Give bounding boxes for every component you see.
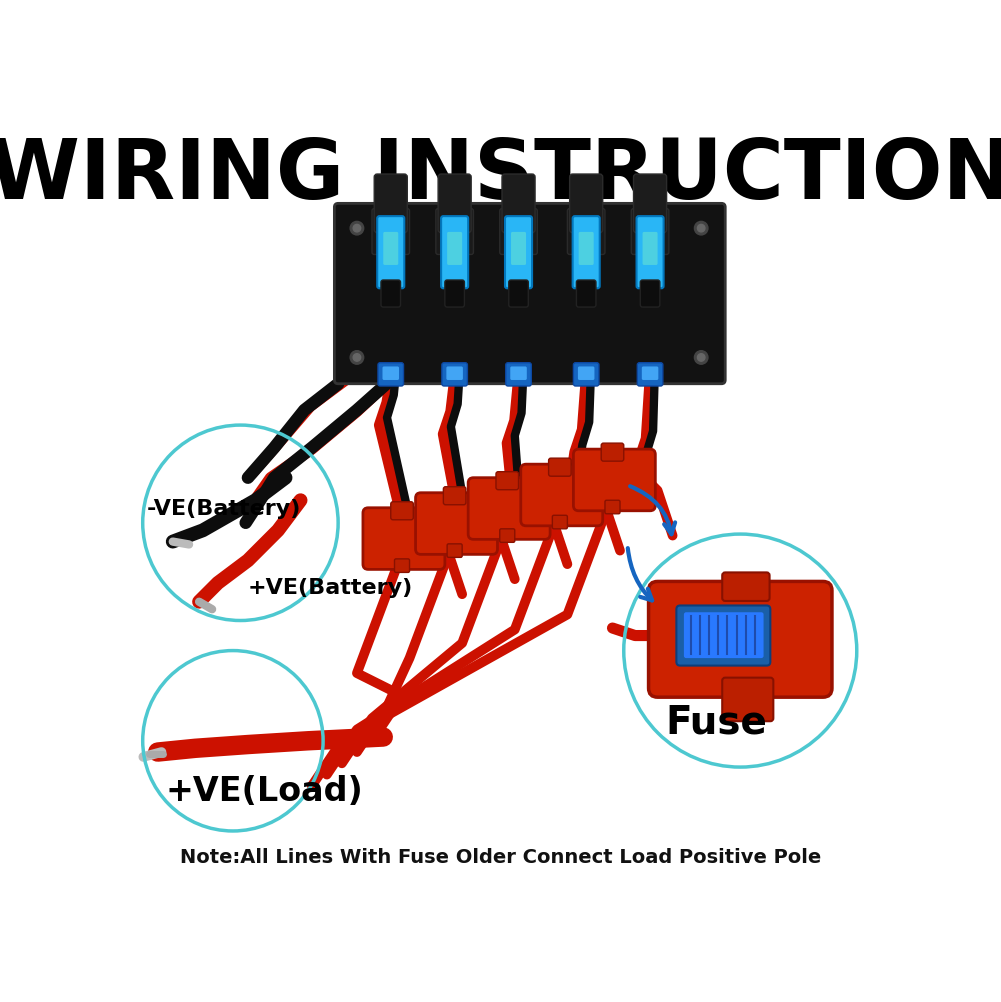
FancyBboxPatch shape	[549, 458, 572, 476]
Text: Fuse: Fuse	[665, 703, 767, 741]
FancyBboxPatch shape	[574, 363, 599, 386]
FancyBboxPatch shape	[334, 203, 726, 384]
FancyBboxPatch shape	[511, 367, 527, 380]
FancyBboxPatch shape	[553, 515, 568, 529]
FancyBboxPatch shape	[381, 280, 400, 307]
FancyBboxPatch shape	[641, 280, 660, 307]
FancyBboxPatch shape	[502, 174, 536, 232]
Text: WIRING INSTRUCTION: WIRING INSTRUCTION	[0, 135, 1001, 216]
FancyBboxPatch shape	[677, 605, 771, 665]
FancyBboxPatch shape	[642, 367, 659, 380]
FancyBboxPatch shape	[723, 677, 774, 721]
FancyBboxPatch shape	[570, 174, 603, 232]
Circle shape	[698, 224, 705, 231]
FancyBboxPatch shape	[578, 367, 595, 380]
FancyBboxPatch shape	[447, 544, 462, 557]
FancyBboxPatch shape	[444, 280, 464, 307]
FancyBboxPatch shape	[435, 208, 473, 255]
FancyBboxPatch shape	[468, 478, 551, 539]
FancyBboxPatch shape	[374, 174, 407, 232]
Text: Note:All Lines With Fuse Older Connect Load Positive Pole: Note:All Lines With Fuse Older Connect L…	[180, 848, 821, 867]
FancyBboxPatch shape	[394, 559, 409, 572]
Text: -VE(Battery): -VE(Battery)	[146, 499, 301, 519]
FancyBboxPatch shape	[579, 231, 594, 265]
FancyBboxPatch shape	[382, 367, 399, 380]
FancyBboxPatch shape	[512, 231, 527, 265]
FancyBboxPatch shape	[684, 612, 764, 658]
Circle shape	[353, 224, 360, 231]
FancyBboxPatch shape	[390, 502, 413, 520]
FancyBboxPatch shape	[632, 208, 669, 255]
FancyBboxPatch shape	[372, 208, 409, 255]
FancyBboxPatch shape	[574, 449, 656, 511]
FancyBboxPatch shape	[495, 472, 519, 490]
FancyBboxPatch shape	[637, 216, 664, 289]
FancyBboxPatch shape	[363, 508, 444, 569]
FancyBboxPatch shape	[577, 280, 596, 307]
FancyBboxPatch shape	[415, 493, 497, 554]
Text: +VE(Battery): +VE(Battery)	[248, 578, 413, 598]
FancyBboxPatch shape	[441, 216, 468, 289]
FancyBboxPatch shape	[505, 216, 533, 289]
FancyBboxPatch shape	[443, 487, 465, 505]
Circle shape	[695, 221, 708, 234]
FancyBboxPatch shape	[378, 363, 403, 386]
FancyBboxPatch shape	[509, 280, 529, 307]
Circle shape	[698, 354, 705, 361]
FancyBboxPatch shape	[634, 174, 667, 232]
FancyBboxPatch shape	[649, 581, 832, 697]
FancyBboxPatch shape	[438, 174, 471, 232]
FancyBboxPatch shape	[506, 363, 532, 386]
FancyBboxPatch shape	[521, 464, 603, 526]
Circle shape	[695, 351, 708, 364]
FancyBboxPatch shape	[605, 500, 620, 514]
FancyBboxPatch shape	[643, 231, 658, 265]
FancyBboxPatch shape	[499, 529, 515, 542]
FancyBboxPatch shape	[568, 208, 605, 255]
Circle shape	[353, 354, 360, 361]
FancyBboxPatch shape	[602, 443, 624, 461]
FancyBboxPatch shape	[377, 216, 404, 289]
FancyBboxPatch shape	[723, 572, 770, 601]
FancyBboxPatch shape	[441, 363, 467, 386]
Circle shape	[350, 221, 363, 234]
FancyBboxPatch shape	[383, 231, 398, 265]
FancyBboxPatch shape	[573, 216, 600, 289]
Circle shape	[350, 351, 363, 364]
FancyBboxPatch shape	[499, 208, 538, 255]
Text: +VE(Load): +VE(Load)	[165, 775, 363, 808]
FancyBboxPatch shape	[447, 231, 462, 265]
FancyBboxPatch shape	[638, 363, 663, 386]
FancyBboxPatch shape	[446, 367, 462, 380]
